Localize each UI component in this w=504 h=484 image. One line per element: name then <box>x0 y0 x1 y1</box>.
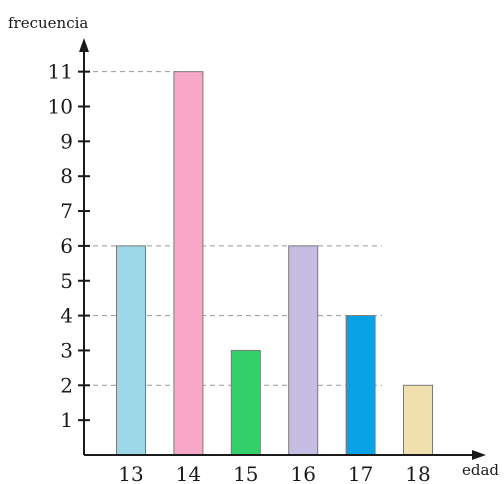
y-tick-label: 10 <box>48 95 73 119</box>
y-tick-label: 8 <box>60 164 73 188</box>
y-axis-arrow-icon <box>79 38 89 52</box>
x-tick-label-13: 13 <box>118 462 143 484</box>
y-tick-label: 1 <box>60 408 73 432</box>
x-tick-label-14: 14 <box>176 462 201 484</box>
y-tick-label: 9 <box>60 129 73 153</box>
y-tick-label: 7 <box>60 199 73 223</box>
y-axis-label: frecuencia <box>8 14 88 32</box>
bar-15 <box>230 349 261 456</box>
y-tick-label: 2 <box>60 373 73 397</box>
x-axis-arrow-icon <box>472 450 486 460</box>
y-tick-label: 11 <box>48 60 73 84</box>
x-ticks: 13 14 15 16 17 18 <box>118 462 430 484</box>
bar-14 <box>173 71 204 456</box>
bar-17 <box>345 315 376 456</box>
bar-13 <box>116 245 146 456</box>
y-tick-label: 3 <box>60 338 73 362</box>
y-ticks: 1 2 3 4 5 6 7 8 9 10 11 <box>48 60 90 432</box>
x-tick-label-15: 15 <box>233 462 258 484</box>
x-tick-label-17: 17 <box>348 462 373 484</box>
bar-16 <box>288 245 319 456</box>
x-tick-label-18: 18 <box>405 462 430 484</box>
y-tick-label: 4 <box>60 304 73 328</box>
bar-18 <box>403 384 433 456</box>
x-axis-label: edad <box>462 461 499 479</box>
y-tick-label: 6 <box>60 234 73 258</box>
bars <box>116 71 433 456</box>
y-tick-label: 5 <box>60 269 73 293</box>
x-tick-label-16: 16 <box>290 462 315 484</box>
